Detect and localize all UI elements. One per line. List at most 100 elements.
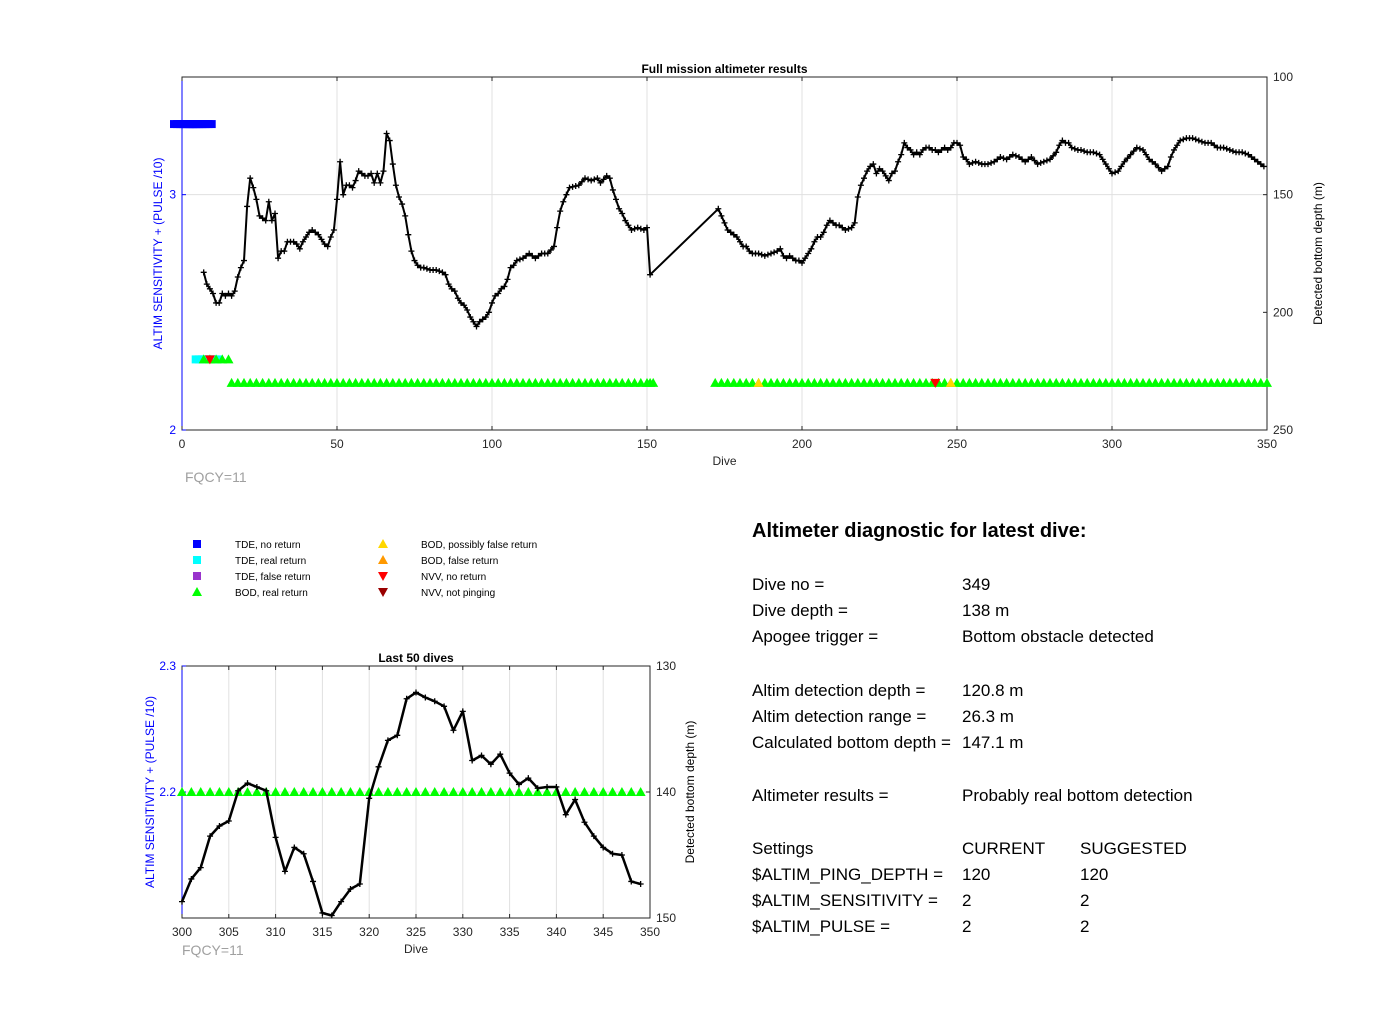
series-point-depth xyxy=(811,238,818,245)
series-point-depth xyxy=(1242,150,1249,157)
series-point-depth xyxy=(799,259,805,266)
series-point-depth xyxy=(1195,137,1202,144)
marker-bod_real_return xyxy=(420,787,431,796)
apogee-trigger-label: Apogee trigger = xyxy=(752,627,879,646)
legend-swatch-nvv_no_return xyxy=(378,572,388,581)
series-point-depth xyxy=(1025,156,1032,163)
series-point-depth xyxy=(634,224,641,231)
sensitivity-current: 2 xyxy=(962,891,972,910)
series-point-depth xyxy=(551,243,557,250)
series-point-depth xyxy=(743,243,750,250)
marker-bod_real_return xyxy=(401,787,412,796)
series-point-depth xyxy=(1040,158,1047,165)
series-point-depth xyxy=(188,875,195,882)
series-point-depth xyxy=(544,783,551,790)
series-point-depth xyxy=(774,248,781,255)
series-point-depth xyxy=(330,226,337,233)
marker-nvv_no_return xyxy=(930,378,941,388)
series-point-depth xyxy=(222,292,229,299)
series-point-depth xyxy=(619,210,626,217)
series-point-depth xyxy=(228,292,235,299)
series-point-depth xyxy=(932,146,939,153)
series-point-depth xyxy=(910,151,917,158)
series-point-depth xyxy=(431,698,438,705)
marker-bod_real_return xyxy=(542,787,553,796)
marker-bod_real_return xyxy=(270,787,281,796)
marker-nvv_no_return xyxy=(204,355,215,365)
series-point-depth xyxy=(231,288,238,295)
marker-bod_real_return xyxy=(392,787,403,796)
x-tick-label: 300 xyxy=(1102,437,1122,451)
sensitivity-label: $ALTIM_SENSITIVITY = xyxy=(752,891,938,910)
x-tick-label: 250 xyxy=(947,437,967,451)
series-point-depth xyxy=(450,727,457,734)
series-point-depth xyxy=(1180,136,1187,143)
series-point-depth xyxy=(319,909,326,916)
chart-full-mission: 0 50 100 150 200 250 300 350 2 3 100 150 200 250 Full … xyxy=(151,62,1325,485)
series-point-depth xyxy=(253,783,260,790)
x-axis-label: Dive xyxy=(404,942,428,956)
series-point-depth xyxy=(1177,137,1184,144)
series-point-depth xyxy=(808,245,815,252)
series-point-depth xyxy=(892,168,898,175)
series-point-depth xyxy=(1019,156,1026,163)
series-point-depth xyxy=(1124,155,1131,162)
series-point-depth xyxy=(272,834,279,841)
left-y-axis-label: ALTIM SENSITIVITY + (PULSE /10) xyxy=(151,158,165,350)
legend-label: BOD, false return xyxy=(421,556,498,567)
marker-bod_real_return xyxy=(523,787,534,796)
series-point-depth xyxy=(1105,165,1112,172)
series-point-depth xyxy=(478,752,485,759)
series-point-depth xyxy=(469,757,476,764)
series-point-depth xyxy=(235,787,242,794)
series-point-depth xyxy=(334,196,340,203)
legend: TDE, no return TDE, real return TDE, false… xyxy=(192,539,537,599)
marker-bod_real_return xyxy=(223,787,234,796)
series-point-depth xyxy=(309,226,316,233)
series-point-depth xyxy=(241,257,247,264)
series-point-depth xyxy=(281,868,288,875)
marker-bod_real_return xyxy=(317,787,328,796)
series-point-depth xyxy=(1000,155,1007,162)
series-point-depth xyxy=(487,761,494,768)
series-point-depth xyxy=(263,787,270,794)
series-point-depth xyxy=(557,208,564,215)
series-point-depth xyxy=(247,175,254,182)
series-point-depth xyxy=(582,175,588,182)
series-point-depth xyxy=(532,255,539,262)
series-point-depth xyxy=(1065,139,1072,146)
series-point-depth xyxy=(1167,154,1174,161)
series-point-depth xyxy=(1229,148,1236,155)
series-point-depth xyxy=(988,159,995,166)
series-point-depth xyxy=(755,250,762,257)
series-point-depth xyxy=(758,251,765,258)
right-y-tick-label: 100 xyxy=(1273,70,1293,84)
series-point-depth xyxy=(941,144,948,151)
marker-bod_real_return xyxy=(457,787,468,796)
series-point-depth xyxy=(210,290,216,297)
series-point-depth xyxy=(898,151,905,158)
apogee-trigger-value: Bottom obstacle detected xyxy=(962,627,1154,646)
series-point-depth xyxy=(262,217,269,224)
series-point-depth xyxy=(913,149,920,156)
series-point-depth xyxy=(347,886,354,893)
series-point-depth xyxy=(497,751,504,758)
legend-label: BOD, possibly false return xyxy=(421,540,537,551)
series-point-depth xyxy=(994,156,1001,163)
series-point-depth xyxy=(219,290,226,297)
series-point-depth xyxy=(544,250,551,257)
legend-label: NVV, no return xyxy=(421,572,486,583)
series-point-depth xyxy=(380,168,387,175)
right-y-axis-label: Detected bottom depth (m) xyxy=(683,721,697,864)
series-point-depth xyxy=(1078,146,1084,153)
marker-bod_real_return xyxy=(626,787,637,796)
series-point-depth xyxy=(966,161,973,168)
x-tick-label: 305 xyxy=(219,925,239,939)
marker-bod_real_return xyxy=(289,787,300,796)
dive-no-value: 349 xyxy=(962,575,991,594)
series-point-depth xyxy=(625,222,632,229)
series-point-depth xyxy=(451,288,458,295)
legend-swatch-tde_real_return xyxy=(193,556,201,564)
series-point-depth xyxy=(885,177,892,184)
right-y-tick-label: 150 xyxy=(1273,188,1293,202)
